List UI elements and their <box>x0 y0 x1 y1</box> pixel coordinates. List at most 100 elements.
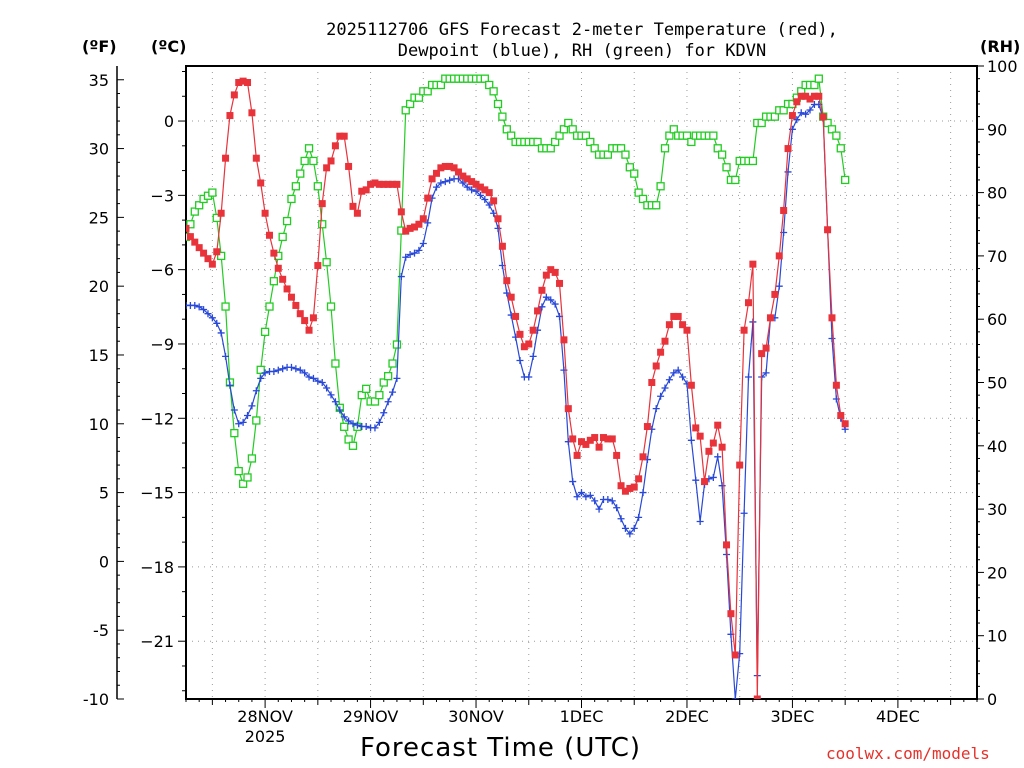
temperature-point <box>454 168 462 176</box>
temperature-point <box>345 162 353 170</box>
temperature-point <box>806 95 814 103</box>
rh-point <box>414 93 424 102</box>
x-tick-label: 28NOV <box>237 707 293 726</box>
dewpoint-point <box>384 398 392 406</box>
rh-point <box>555 131 564 140</box>
temperature-point <box>564 405 572 413</box>
temperature-point <box>670 312 678 320</box>
temperature-point <box>450 164 458 172</box>
temperature-point <box>402 227 410 235</box>
dewpoint-point <box>692 476 700 484</box>
dewpoint-point <box>586 491 594 499</box>
temperature-point <box>239 77 247 85</box>
rh-point <box>550 137 560 147</box>
dewpoint-point <box>490 209 498 217</box>
dewpoint-point <box>389 388 397 396</box>
temperature-point <box>692 424 700 432</box>
temperature-point <box>762 344 770 352</box>
rh-point <box>296 169 305 178</box>
temperature-point <box>547 266 555 274</box>
temperature-point <box>797 92 805 100</box>
dewpoint-point <box>213 319 221 327</box>
dewpoint-point <box>446 176 454 184</box>
dewpoint-point <box>419 240 427 248</box>
temperature-point <box>687 381 695 389</box>
rh-tick-label: 40 <box>987 437 1007 456</box>
temperature-point <box>279 275 287 283</box>
temperature-point <box>406 224 414 232</box>
site-credit: coolwx.com/models <box>826 744 990 763</box>
temperature-point <box>252 154 260 162</box>
rh-point <box>340 422 349 431</box>
rh-tick-label: 60 <box>987 310 1007 329</box>
rh-point <box>238 479 248 488</box>
temperature-point <box>485 189 493 197</box>
dewpoint-point <box>222 352 230 360</box>
temperature-point <box>318 200 326 208</box>
fahrenheit-tick-label: -5 <box>93 621 109 640</box>
temperature-point <box>630 483 638 491</box>
celsius-tick-label: −12 <box>140 409 174 428</box>
rh-point <box>362 384 371 393</box>
temperature-point <box>367 180 375 188</box>
temperature-point <box>832 381 840 389</box>
dewpoint-point <box>582 493 590 501</box>
dewpoint-point <box>784 168 792 176</box>
temperature-point <box>257 179 265 187</box>
temperature-point <box>494 215 502 223</box>
dewpoint-point <box>287 363 295 371</box>
dewpoint-point <box>551 300 559 308</box>
temperature-point <box>621 487 629 495</box>
dewpoint-point <box>635 513 643 521</box>
temperature-point <box>595 443 603 451</box>
temperature-point <box>551 268 559 276</box>
temperature-point <box>723 541 731 549</box>
rh-point <box>357 391 366 400</box>
dewpoint-point <box>670 369 678 377</box>
dewpoint-point <box>292 365 300 373</box>
dewpoint-point <box>353 421 361 429</box>
rh-point <box>291 182 301 191</box>
rh-point <box>748 156 758 166</box>
temperature-point <box>393 180 401 188</box>
rh-point <box>348 441 358 450</box>
dewpoint-point <box>595 505 603 513</box>
dewpoint-point <box>296 366 304 374</box>
dewpoint-point <box>591 497 599 505</box>
temperature-point <box>476 183 484 191</box>
temperature-point <box>226 112 234 120</box>
dewpoint-point <box>432 183 440 191</box>
temperature-point <box>617 482 625 490</box>
rh-tick-label: 70 <box>987 247 1007 266</box>
fahrenheit-tick-label: -10 <box>83 690 109 709</box>
rh-point <box>616 144 626 153</box>
dewpoint-point <box>279 365 287 373</box>
temperature-point <box>265 231 273 239</box>
rh-point <box>186 220 195 229</box>
dewpoint-point <box>481 195 489 203</box>
rh-tick-label: 90 <box>987 120 1007 139</box>
rh-point <box>217 251 226 261</box>
rh-point <box>682 131 692 140</box>
dewpoint-line <box>186 103 846 699</box>
rh-point <box>195 201 204 210</box>
rh-point <box>269 277 279 286</box>
rh-point <box>559 125 569 134</box>
dewpoint-point <box>345 417 353 425</box>
temperature-point <box>186 224 190 232</box>
temperature-point <box>437 164 445 172</box>
dewpoint-point <box>226 381 234 389</box>
fahrenheit-tick-label: 25 <box>89 208 109 227</box>
rh-point <box>190 207 199 216</box>
dewpoint-point <box>630 524 638 532</box>
temperature-point <box>569 435 577 443</box>
temperature-point <box>538 286 546 294</box>
dewpoint-point <box>393 374 401 382</box>
dewpoint-point <box>679 373 687 381</box>
temperature-point <box>753 695 761 699</box>
dewpoint-point <box>244 412 252 420</box>
temperature-point <box>718 443 726 451</box>
temperature-point <box>740 326 748 334</box>
dewpoint-point <box>674 366 682 374</box>
rh-point <box>379 378 388 387</box>
